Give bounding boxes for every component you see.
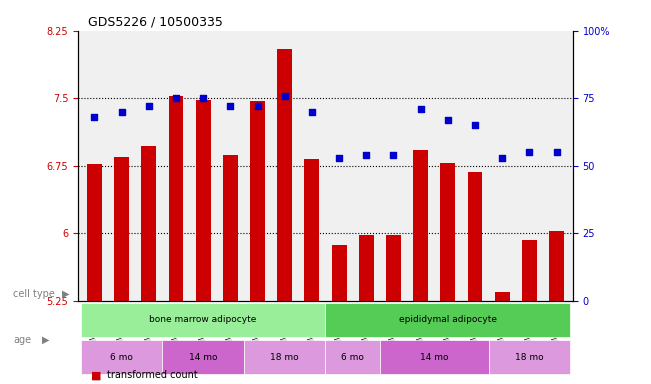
Point bbox=[470, 122, 480, 128]
Bar bbox=[467, 172, 482, 301]
Text: 14 mo: 14 mo bbox=[420, 353, 449, 362]
Point bbox=[117, 109, 127, 115]
Bar bbox=[169, 96, 184, 301]
Text: 18 mo: 18 mo bbox=[515, 353, 544, 362]
Bar bbox=[522, 240, 537, 301]
Text: transformed count: transformed count bbox=[107, 370, 198, 380]
Text: 6 mo: 6 mo bbox=[110, 353, 133, 362]
Point bbox=[524, 149, 534, 155]
Point bbox=[253, 103, 263, 109]
Bar bbox=[223, 155, 238, 301]
Text: epididymal adipocyte: epididymal adipocyte bbox=[399, 315, 497, 324]
Bar bbox=[386, 235, 401, 301]
FancyBboxPatch shape bbox=[326, 303, 570, 337]
Bar bbox=[250, 101, 265, 301]
Text: cell type: cell type bbox=[13, 289, 55, 299]
Point bbox=[361, 152, 372, 158]
Point bbox=[334, 154, 344, 161]
Point bbox=[198, 95, 208, 101]
Bar bbox=[114, 157, 129, 301]
FancyBboxPatch shape bbox=[380, 340, 489, 374]
Bar bbox=[331, 245, 346, 301]
Bar bbox=[413, 149, 428, 301]
Bar bbox=[495, 292, 510, 301]
Text: age: age bbox=[13, 335, 31, 345]
Point bbox=[551, 149, 562, 155]
Bar bbox=[359, 235, 374, 301]
Point bbox=[171, 95, 181, 101]
Point bbox=[225, 103, 236, 109]
Point bbox=[89, 114, 100, 120]
Point bbox=[415, 106, 426, 112]
FancyBboxPatch shape bbox=[244, 340, 326, 374]
FancyBboxPatch shape bbox=[81, 303, 326, 337]
Text: bone marrow adipocyte: bone marrow adipocyte bbox=[150, 315, 257, 324]
Bar bbox=[87, 164, 102, 301]
Point bbox=[307, 109, 317, 115]
FancyBboxPatch shape bbox=[162, 340, 244, 374]
Text: ■: ■ bbox=[91, 370, 102, 380]
Point bbox=[279, 93, 290, 99]
Bar bbox=[141, 146, 156, 301]
FancyBboxPatch shape bbox=[326, 340, 380, 374]
Text: 18 mo: 18 mo bbox=[270, 353, 299, 362]
Bar bbox=[196, 100, 211, 301]
Text: 6 mo: 6 mo bbox=[341, 353, 364, 362]
Text: 14 mo: 14 mo bbox=[189, 353, 217, 362]
Bar bbox=[305, 159, 320, 301]
Point bbox=[388, 152, 398, 158]
Point bbox=[144, 103, 154, 109]
Point bbox=[443, 117, 453, 123]
Text: ▶: ▶ bbox=[62, 289, 70, 299]
Bar bbox=[549, 232, 564, 301]
Text: GDS5226 / 10500335: GDS5226 / 10500335 bbox=[88, 15, 223, 28]
Bar bbox=[277, 49, 292, 301]
Bar bbox=[440, 163, 455, 301]
FancyBboxPatch shape bbox=[81, 340, 162, 374]
Text: ▶: ▶ bbox=[42, 335, 50, 345]
FancyBboxPatch shape bbox=[489, 340, 570, 374]
Point bbox=[497, 154, 507, 161]
